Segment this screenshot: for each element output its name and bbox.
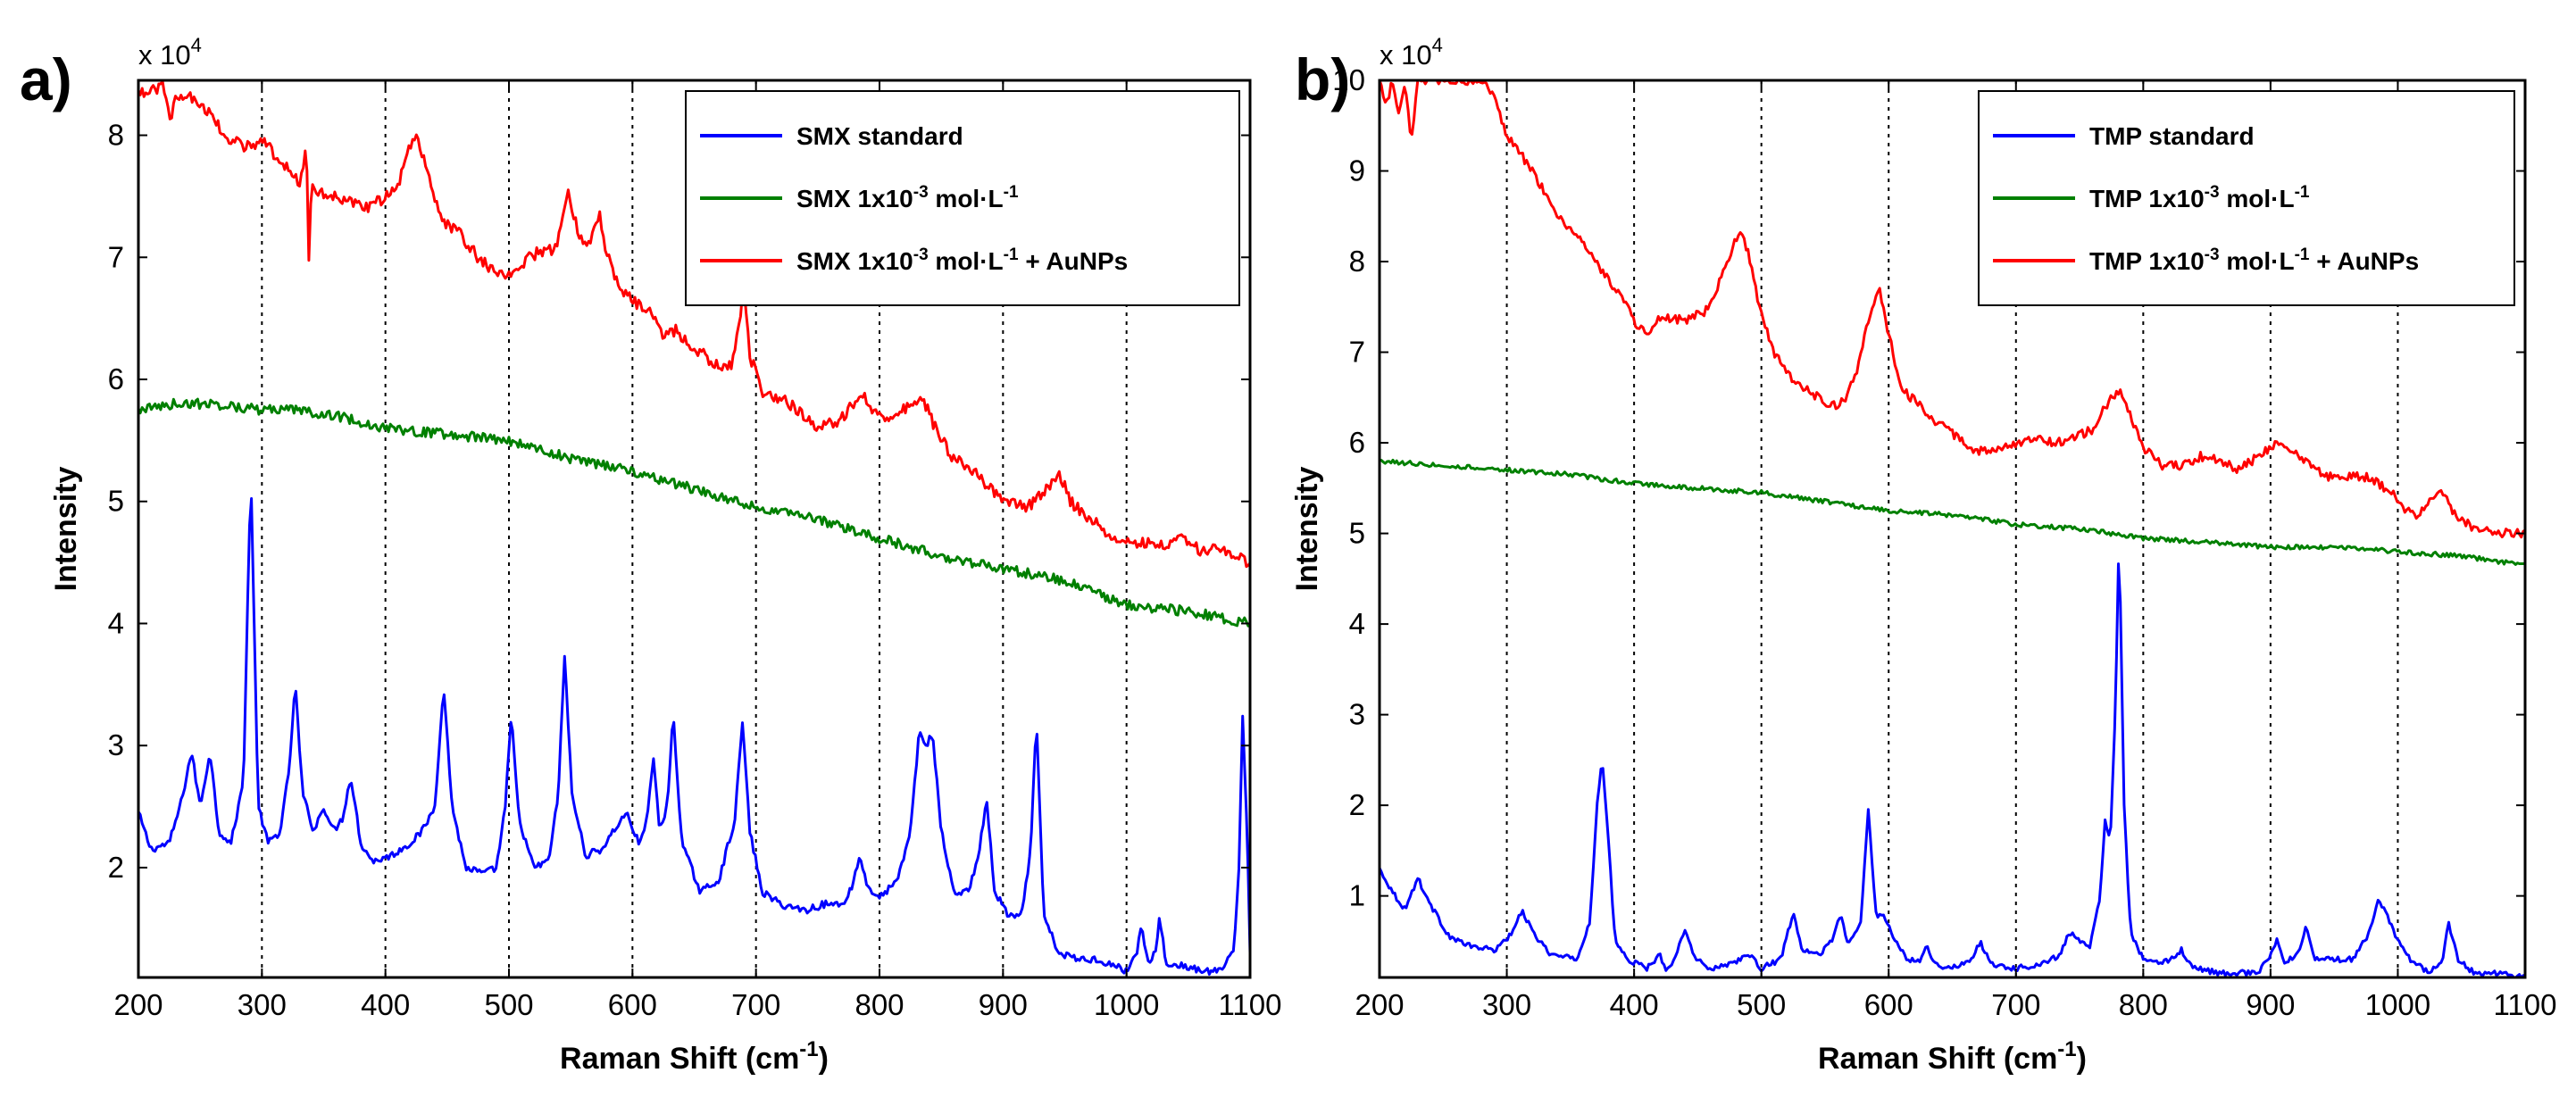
y-scale-label: x 104 bbox=[138, 34, 202, 71]
legend-label: TMP 1x10-3 mol·L-1 + AuNPs bbox=[2089, 245, 2419, 275]
y-tick-label: 5 bbox=[108, 485, 124, 518]
y-tick-label: 7 bbox=[1349, 336, 1365, 369]
series-line-tmp-1x10-3-mol-l-1-aunps bbox=[1380, 80, 2525, 539]
x-tick-label: 500 bbox=[1737, 988, 1786, 1021]
y-tick-label: 4 bbox=[108, 606, 124, 639]
y-tick-label: 5 bbox=[1349, 517, 1365, 550]
legend: TMP standard TMP 1x10-3 mol·L-1 TMP 1x10-3… bbox=[1978, 90, 2515, 306]
plot-frame bbox=[1378, 79, 2527, 979]
plot-frame bbox=[137, 79, 1252, 979]
x-tick-label: 400 bbox=[361, 988, 410, 1021]
y-tick-label: 7 bbox=[108, 240, 124, 273]
series-line-tmp-standard bbox=[1380, 562, 2525, 977]
legend-label: TMP standard bbox=[2089, 122, 2255, 150]
y-tick-label: 1 bbox=[1349, 879, 1365, 912]
legend-label: SMX standard bbox=[796, 122, 963, 150]
x-tick-label: 200 bbox=[113, 988, 163, 1021]
x-axis-title: Raman Shift (cm-1) bbox=[560, 1037, 829, 1076]
legend-label: TMP 1x10-3 mol·L-1 bbox=[2089, 183, 2310, 212]
y-tick-label: 6 bbox=[108, 362, 124, 395]
y-tick-label: 8 bbox=[108, 119, 124, 152]
y-tick-label: 4 bbox=[1349, 607, 1365, 640]
y-tick-label: 3 bbox=[1349, 698, 1365, 731]
y-tick-label: 2 bbox=[1349, 788, 1365, 821]
y-tick-label: 9 bbox=[1349, 154, 1365, 187]
x-tick-label: 900 bbox=[2246, 988, 2295, 1021]
x-tick-label: 1000 bbox=[2365, 988, 2430, 1021]
series-line-smx-1x10-3-mol-l-1-aunps bbox=[138, 80, 1250, 569]
panel-label: a) bbox=[20, 46, 72, 112]
series-line-tmp-1x10-3-mol-l-1 bbox=[1380, 458, 2525, 566]
y-scale-label: x 104 bbox=[1380, 34, 1443, 71]
x-tick-label: 400 bbox=[1610, 988, 1659, 1021]
y-tick-label: 8 bbox=[1349, 245, 1365, 278]
x-tick-label: 500 bbox=[484, 988, 533, 1021]
y-tick-label: 3 bbox=[108, 728, 124, 761]
x-tick-label: 700 bbox=[731, 988, 780, 1021]
panel-a: 200 300 400 500 600 700 800 900 1000 1100 2 3 4 5 6 7 8 x… bbox=[20, 34, 1281, 1076]
x-tick-label: 600 bbox=[1864, 988, 1913, 1021]
legend-label: SMX 1x10-3 mol·L-1 bbox=[796, 183, 1019, 212]
x-tick-label: 1100 bbox=[2494, 988, 2557, 1021]
x-tick-label: 700 bbox=[1991, 988, 2040, 1021]
x-tick-label: 900 bbox=[979, 988, 1028, 1021]
x-tick-label: 1100 bbox=[1219, 988, 1282, 1021]
y-tick-label: 2 bbox=[108, 851, 124, 884]
y-axis-title: Intensity bbox=[1290, 467, 1324, 592]
series-line-smx-standard bbox=[138, 497, 1250, 976]
y-tick-label: 6 bbox=[1349, 426, 1365, 459]
y-tick-label: 10 bbox=[1332, 63, 1365, 96]
panel-label: b) bbox=[1295, 46, 1350, 112]
panel-b: 200 300 400 500 600 700 800 900 1000 1100 1 2 3 4 5 6 7 8… bbox=[1290, 34, 2556, 1076]
series-line-smx-1x10-3-mol-l-1 bbox=[138, 397, 1250, 628]
x-tick-label: 300 bbox=[1482, 988, 1531, 1021]
x-axis-title: Raman Shift (cm-1) bbox=[1818, 1037, 2087, 1076]
x-tick-label: 600 bbox=[608, 988, 657, 1021]
legend: SMX standard SMX 1x10-3 mol·L-1 SMX 1x10-3… bbox=[685, 90, 1240, 306]
x-tick-label: 800 bbox=[854, 988, 904, 1021]
x-tick-label: 300 bbox=[238, 988, 287, 1021]
y-axis-title: Intensity bbox=[49, 467, 83, 592]
x-tick-label: 200 bbox=[1355, 988, 1404, 1021]
legend-label: SMX 1x10-3 mol·L-1 + AuNPs bbox=[796, 245, 1128, 275]
x-tick-label: 1000 bbox=[1094, 988, 1159, 1021]
x-tick-label: 800 bbox=[2119, 988, 2168, 1021]
